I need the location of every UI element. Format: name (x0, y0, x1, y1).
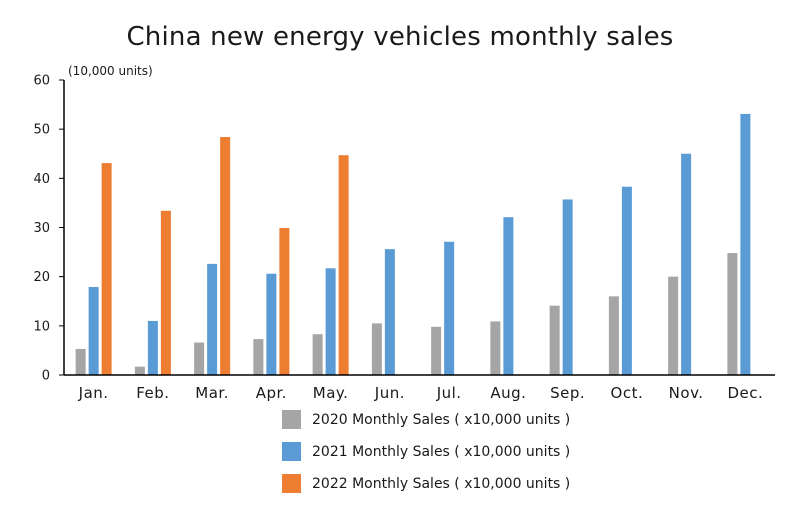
x-tick-label: Dec. (727, 384, 763, 402)
bar-2022-jan (101, 163, 112, 375)
legend: 2020 Monthly Sales ( x10,000 units ) 202… (282, 409, 570, 505)
bars-group (75, 113, 751, 376)
x-tick-label: Jun. (374, 384, 405, 402)
legend-item-2021: 2021 Monthly Sales ( x10,000 units ) (282, 441, 570, 462)
bar-2021-jan (88, 286, 99, 375)
legend-swatch-2020 (282, 410, 301, 429)
bar-2021-mar (207, 263, 218, 375)
bar-2020-mar (194, 342, 205, 375)
x-tick-label: Jan. (78, 384, 109, 402)
bar-2020-sep (549, 305, 560, 375)
y-tick-label: 20 (33, 270, 50, 285)
bar-2021-may (325, 268, 336, 375)
legend-item-2022: 2022 Monthly Sales ( x10,000 units ) (282, 473, 570, 494)
y-axis-unit-label: (10,000 units) (68, 64, 153, 78)
x-tick-label: Jul. (436, 384, 462, 402)
bar-2021-feb (147, 320, 158, 375)
legend-label-2022: 2022 Monthly Sales ( x10,000 units ) (312, 475, 571, 492)
y-tick-label: 60 (33, 74, 50, 89)
bar-2021-jun (384, 249, 395, 375)
bar-2021-nov (681, 153, 692, 375)
y-tick-label: 40 (33, 172, 50, 187)
x-tick-label: Sep. (550, 384, 585, 402)
x-tick-label: Nov. (669, 384, 704, 402)
legend-swatch-2022 (282, 474, 301, 493)
x-tick-label: Mar. (195, 384, 229, 402)
chart-title: China new energy vehicles monthly sales (126, 22, 674, 52)
bar-2020-jan (75, 348, 86, 375)
y-tick-label: 50 (33, 123, 50, 138)
bar-2021-sep (562, 199, 573, 375)
x-tick-label: May. (313, 384, 349, 402)
legend-label-2021: 2021 Monthly Sales ( x10,000 units ) (312, 443, 571, 460)
bar-2020-may (312, 334, 323, 375)
bar-2021-aug (503, 217, 514, 375)
bar-2020-nov (668, 276, 679, 375)
bar-2020-dec (727, 253, 738, 375)
bar-2021-apr (266, 273, 277, 375)
bar-2020-apr (253, 339, 264, 375)
bar-2022-apr (279, 227, 290, 375)
x-tick-label: Apr. (256, 384, 287, 402)
bar-2020-jul (431, 326, 442, 375)
bar-2022-may (338, 155, 349, 375)
bar-2020-feb (134, 366, 145, 375)
y-tick-label: 10 (33, 319, 50, 334)
x-axis-labels: Jan. Feb. Mar. Apr. May. Jun. Jul. Aug. Sep. Oct.… (78, 384, 763, 402)
legend-swatch-2021 (282, 442, 301, 461)
y-axis-ticks: 0 10 20 30 40 50 60 (33, 74, 64, 384)
y-tick-label: 0 (42, 369, 50, 384)
bar-2022-mar (220, 137, 231, 375)
bar-2020-oct (608, 296, 619, 375)
bar-2021-dec (740, 113, 751, 376)
y-tick-label: 30 (33, 221, 50, 236)
x-tick-label: Oct. (611, 384, 644, 402)
bar-2020-jun (371, 323, 382, 376)
bar-2020-aug (490, 321, 501, 375)
x-tick-label: Aug. (490, 384, 526, 402)
bar-2022-feb (160, 210, 171, 375)
bar-2021-jul (444, 241, 455, 375)
x-tick-label: Feb. (136, 384, 169, 402)
legend-label-2020: 2020 Monthly Sales ( x10,000 units ) (312, 411, 571, 428)
bar-2021-oct (621, 186, 632, 375)
legend-item-2020: 2020 Monthly Sales ( x10,000 units ) (282, 409, 570, 430)
